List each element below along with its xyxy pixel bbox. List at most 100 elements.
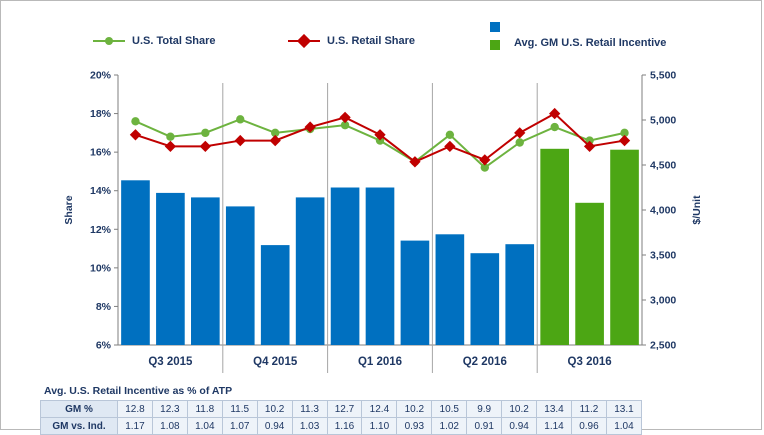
incentive-bars bbox=[121, 148, 639, 345]
total-share-point bbox=[375, 136, 385, 145]
legend-total-share-label: U.S. Total Share bbox=[132, 35, 216, 47]
total-share-point bbox=[550, 122, 559, 132]
retail-share-point bbox=[234, 134, 246, 147]
table-cell: 10.2 bbox=[256, 400, 293, 418]
table-row-label: GM % bbox=[40, 400, 118, 418]
x-group-label: Q2 2016 bbox=[463, 356, 507, 368]
table-cell: 1.14 bbox=[536, 417, 572, 435]
axes: 6% 8% 10% 12% 14% 16% 18% 20% 2,500 3,000 3,500 4,0… bbox=[90, 70, 676, 373]
y-right-tick-label: 4,000 bbox=[650, 205, 676, 217]
incentive-bar bbox=[435, 234, 465, 345]
y-left-tick-label: 16% bbox=[90, 147, 112, 159]
y-axis-right-label: $/Unit bbox=[691, 195, 703, 225]
retail-share-point bbox=[129, 129, 142, 141]
table-cell: 1.10 bbox=[361, 417, 398, 435]
table-cell: 1.04 bbox=[605, 417, 643, 435]
table-row: GM vs. Ind. 1.17 1.08 1.04 1.07 0.94 1.03 1.16 1… bbox=[40, 417, 643, 435]
retail-share-point bbox=[374, 129, 386, 141]
legend-incentive-swatch-current bbox=[490, 40, 500, 50]
legend-retail-share-label: U.S. Retail Share bbox=[327, 35, 416, 47]
incentive-bar bbox=[225, 206, 255, 345]
legend-incentive-label: Avg. GM U.S. Retail Incentive bbox=[514, 37, 667, 49]
retail-share-point bbox=[479, 154, 491, 166]
table-cell: 12.3 bbox=[151, 400, 188, 418]
table-cell: 1.02 bbox=[431, 417, 468, 435]
retail-share-point bbox=[199, 140, 211, 153]
x-group-label: Q1 2016 bbox=[358, 356, 402, 368]
table-cell: 12.8 bbox=[117, 400, 153, 418]
table-cell: 11.2 bbox=[570, 400, 607, 418]
total-share-point bbox=[236, 115, 245, 124]
table-cell: 1.16 bbox=[326, 417, 363, 435]
y-left-tick-label: 6% bbox=[96, 340, 112, 352]
total-share-point bbox=[515, 138, 524, 147]
total-share-point bbox=[271, 128, 280, 138]
incentive-bar bbox=[121, 180, 150, 345]
legend-total-share: U.S. Total Share bbox=[92, 34, 216, 48]
table-row: GM % 12.8 12.3 11.8 11.5 10.2 11.3 12.7 12.4 10.2… bbox=[40, 400, 643, 418]
y-right-tick-label: 5,000 bbox=[650, 115, 676, 127]
total-share-point bbox=[166, 132, 175, 141]
total-share-point bbox=[445, 130, 455, 139]
incentive-bar bbox=[610, 149, 639, 345]
total-share-point bbox=[131, 117, 140, 126]
share-incentive-chart: 6% 8% 10% 12% 14% 16% 18% 20% 2,500 3,000 3,500 4,0… bbox=[63, 70, 703, 373]
incentive-bar bbox=[191, 197, 220, 345]
legend-retail-share: U.S. Retail Share bbox=[287, 34, 415, 48]
x-group-label: Q3 2016 bbox=[568, 356, 612, 368]
retail-share-point bbox=[409, 156, 421, 168]
y-left-tick-label: 14% bbox=[90, 185, 112, 197]
y-left-tick-label: 18% bbox=[90, 108, 112, 120]
table-cell: 12.7 bbox=[326, 400, 363, 418]
table-cell: 1.17 bbox=[117, 417, 153, 435]
legend-incentive-swatch-past bbox=[490, 22, 500, 32]
incentive-bar bbox=[156, 192, 185, 345]
incentive-table-title: Avg. U.S. Retail Incentive as % of ATP bbox=[44, 385, 233, 397]
table-cell: 13.4 bbox=[536, 400, 572, 418]
incentive-bar bbox=[295, 197, 325, 345]
y-right-tick-label: 2,500 bbox=[650, 340, 676, 352]
legend-retail-share-swatch bbox=[288, 34, 320, 48]
table-cell: 10.5 bbox=[431, 400, 468, 418]
y-left-tick-label: 20% bbox=[90, 70, 112, 82]
y-axis-left-label: Share bbox=[63, 195, 75, 224]
share-lines bbox=[129, 107, 631, 172]
total-share-point bbox=[620, 128, 629, 138]
table-row-label: GM vs. Ind. bbox=[40, 417, 118, 435]
incentive-table: GM % 12.8 12.3 11.8 11.5 10.2 11.3 12.7 12.4 10.2… bbox=[40, 400, 643, 435]
table-cell: 0.93 bbox=[396, 417, 433, 435]
retail-share-point bbox=[444, 140, 456, 153]
retail-share-point bbox=[269, 134, 281, 147]
legend-incentive: Avg. GM U.S. Retail Incentive bbox=[490, 22, 666, 50]
incentive-bar bbox=[400, 240, 430, 345]
x-group-label: Q3 2015 bbox=[148, 356, 193, 368]
retail-share-point bbox=[339, 111, 351, 124]
y-right-tick-label: 3,000 bbox=[650, 295, 676, 307]
retail-share-point bbox=[514, 127, 526, 139]
incentive-bar bbox=[575, 202, 604, 345]
total-share-point bbox=[201, 128, 210, 138]
y-left-tick-label: 8% bbox=[96, 301, 112, 313]
legend-total-share-swatch bbox=[93, 37, 125, 45]
total-share-point bbox=[585, 136, 594, 145]
table-cell: 13.1 bbox=[605, 400, 643, 418]
table-cell: 1.08 bbox=[151, 417, 188, 435]
total-share-point bbox=[480, 163, 489, 172]
incentive-bar bbox=[540, 148, 569, 345]
incentive-bar bbox=[260, 245, 290, 345]
legend-incentive-swatches bbox=[490, 22, 500, 50]
retail-share-point bbox=[583, 140, 596, 153]
table-cell: 11.3 bbox=[291, 400, 328, 418]
incentive-bar bbox=[470, 253, 500, 345]
table-cell: 10.2 bbox=[396, 400, 433, 418]
total-share-point bbox=[340, 120, 350, 130]
x-group-label: Q4 2015 bbox=[253, 356, 298, 368]
y-right-tick-label: 4,500 bbox=[650, 160, 676, 172]
retail-share-point bbox=[618, 134, 631, 147]
retail-share-point bbox=[304, 121, 316, 133]
table-cell: 12.4 bbox=[361, 400, 398, 418]
y-left-tick-label: 10% bbox=[90, 262, 112, 274]
table-cell: 0.91 bbox=[466, 417, 503, 435]
incentive-bar bbox=[365, 187, 395, 345]
table-cell: 1.03 bbox=[291, 417, 328, 435]
